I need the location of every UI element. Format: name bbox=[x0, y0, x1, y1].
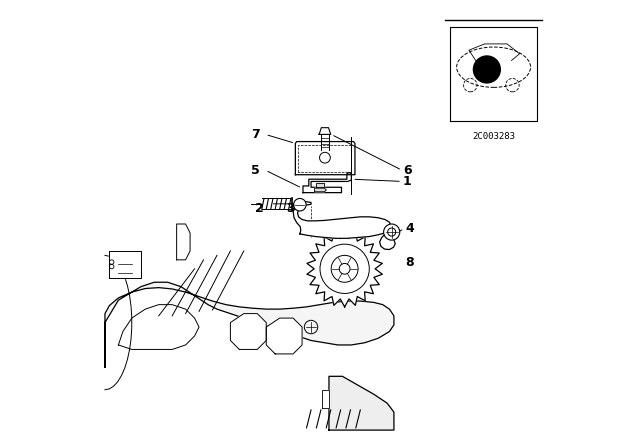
Polygon shape bbox=[315, 188, 326, 192]
Polygon shape bbox=[307, 231, 382, 307]
Polygon shape bbox=[293, 202, 391, 238]
Text: 7: 7 bbox=[251, 128, 259, 141]
Polygon shape bbox=[323, 390, 329, 408]
Polygon shape bbox=[316, 183, 324, 187]
Polygon shape bbox=[118, 305, 199, 349]
Text: 6: 6 bbox=[403, 164, 412, 177]
Polygon shape bbox=[319, 128, 331, 134]
Polygon shape bbox=[230, 314, 266, 349]
Circle shape bbox=[383, 224, 400, 240]
Text: 1: 1 bbox=[403, 175, 412, 188]
Circle shape bbox=[474, 56, 500, 83]
Text: 3: 3 bbox=[287, 202, 295, 215]
Circle shape bbox=[294, 198, 306, 211]
Polygon shape bbox=[303, 172, 351, 193]
Polygon shape bbox=[109, 251, 141, 278]
Polygon shape bbox=[105, 282, 394, 367]
Polygon shape bbox=[266, 318, 302, 354]
Polygon shape bbox=[380, 234, 396, 250]
Text: 5: 5 bbox=[251, 164, 259, 177]
Text: 2C003283: 2C003283 bbox=[472, 132, 515, 141]
Polygon shape bbox=[329, 376, 394, 430]
Text: 4: 4 bbox=[405, 222, 414, 235]
Polygon shape bbox=[296, 142, 355, 175]
Polygon shape bbox=[177, 224, 190, 260]
Text: 2: 2 bbox=[255, 202, 264, 215]
Text: 8: 8 bbox=[405, 255, 414, 269]
